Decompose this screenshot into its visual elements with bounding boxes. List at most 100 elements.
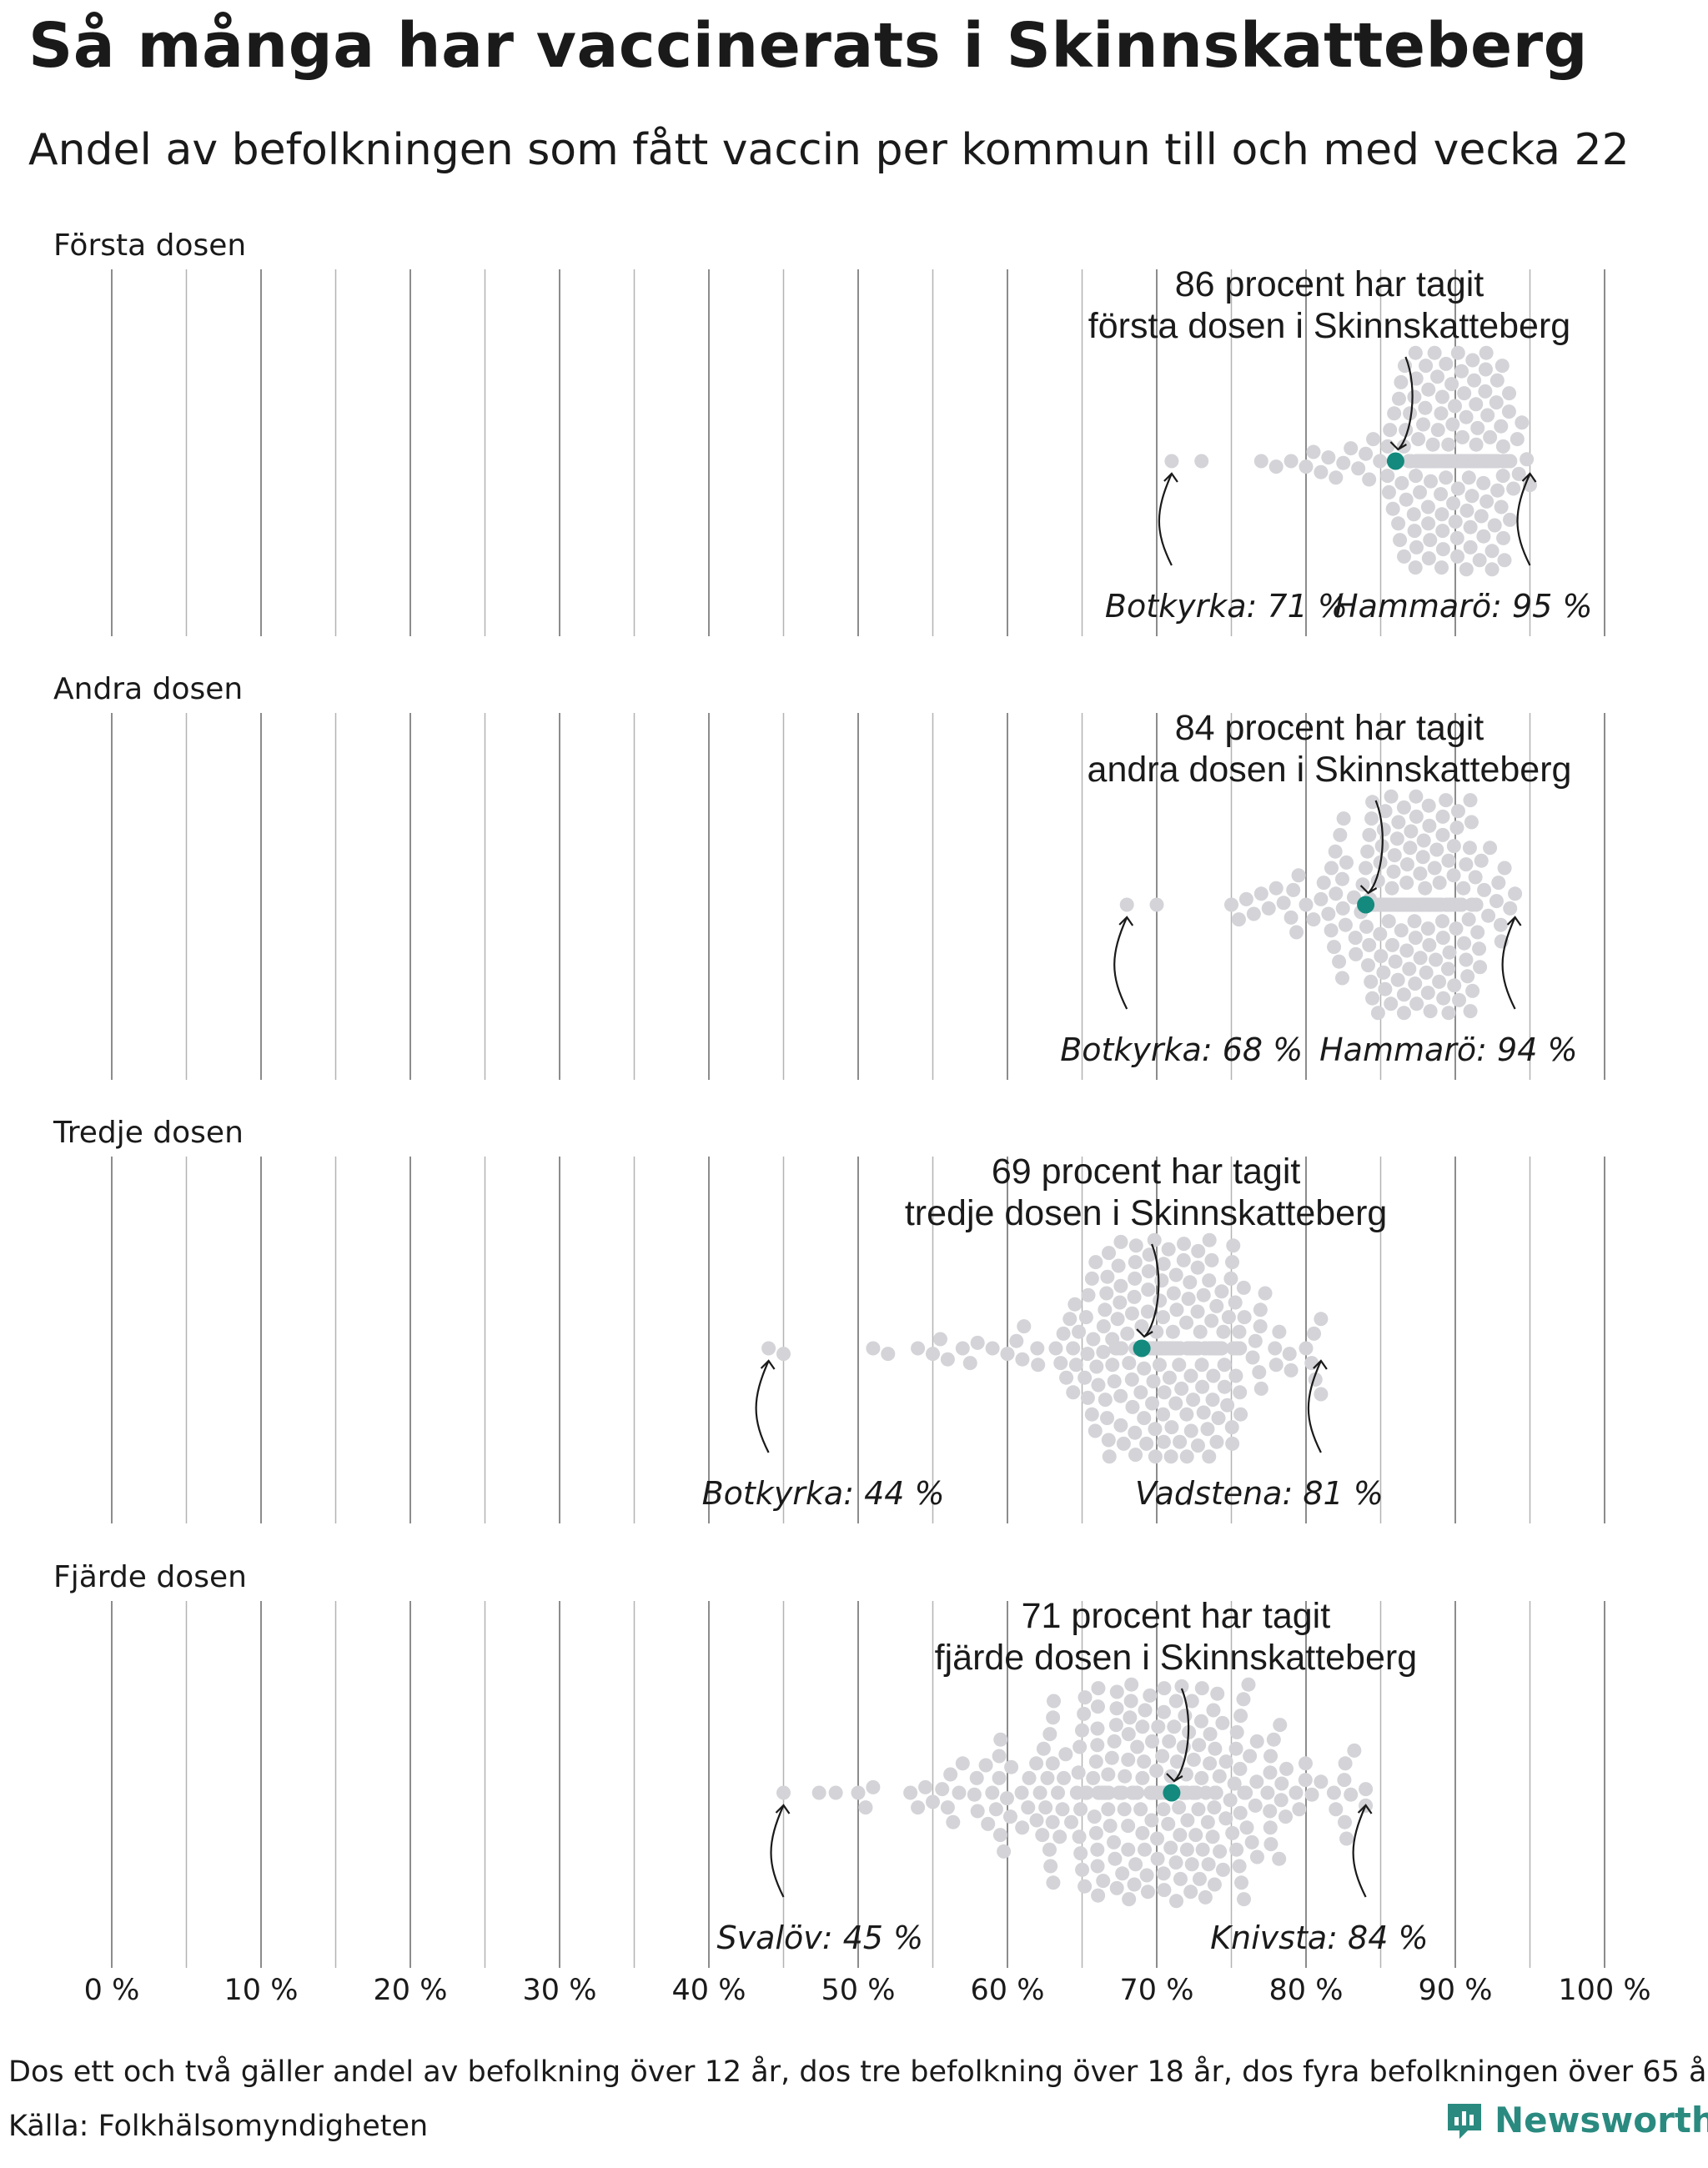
municipality-dot bbox=[1184, 1857, 1199, 1872]
source-note: Källa: Folkhälsomyndigheten bbox=[8, 2110, 429, 2143]
municipality-dot bbox=[1135, 1719, 1150, 1734]
municipality-dot bbox=[1183, 1275, 1198, 1290]
municipality-dot bbox=[1208, 1785, 1223, 1800]
municipality-dot bbox=[1362, 472, 1377, 487]
municipality-dot bbox=[1233, 1709, 1248, 1724]
municipality-dot bbox=[1138, 1703, 1153, 1718]
municipality-dot bbox=[1427, 861, 1442, 876]
municipality-dot bbox=[1113, 1418, 1128, 1433]
municipality-dot bbox=[1423, 1004, 1438, 1019]
municipality-dot bbox=[1202, 1232, 1217, 1247]
municipality-dot bbox=[1441, 437, 1456, 452]
municipality-dot bbox=[1464, 489, 1479, 504]
municipality-dot bbox=[1384, 789, 1399, 804]
municipality-dot bbox=[1432, 876, 1447, 891]
municipality-dot bbox=[1075, 1862, 1090, 1877]
municipality-dot bbox=[1292, 1802, 1307, 1817]
municipality-dot bbox=[1233, 1385, 1248, 1400]
municipality-dot bbox=[1139, 1868, 1154, 1883]
municipality-dot bbox=[1403, 406, 1418, 421]
municipality-dot bbox=[1419, 359, 1434, 374]
municipality-dot bbox=[1434, 406, 1449, 421]
municipality-dot bbox=[1087, 1809, 1102, 1824]
municipality-dot bbox=[1327, 940, 1342, 955]
municipality-dot bbox=[1328, 844, 1343, 859]
municipality-dot bbox=[1381, 914, 1396, 929]
municipality-dot bbox=[992, 1828, 1007, 1843]
municipality-dot bbox=[1461, 470, 1476, 485]
municipality-dot bbox=[1194, 1770, 1209, 1785]
municipality-dot bbox=[1314, 1774, 1329, 1789]
municipality-dot bbox=[1263, 1804, 1278, 1819]
max-label: Hammarö: 94 % bbox=[1319, 1031, 1577, 1068]
municipality-dot bbox=[1135, 1770, 1150, 1785]
municipality-dot bbox=[1138, 1842, 1153, 1857]
municipality-dot bbox=[1238, 1785, 1253, 1800]
municipality-dot bbox=[1348, 931, 1363, 946]
municipality-dot bbox=[1463, 519, 1478, 534]
municipality-dot bbox=[1496, 530, 1511, 545]
max-arrow bbox=[1516, 473, 1531, 566]
municipality-dot bbox=[993, 1732, 1008, 1747]
municipality-dot bbox=[1173, 1871, 1188, 1886]
municipality-dot bbox=[1105, 1358, 1120, 1373]
municipality-dot bbox=[1468, 870, 1483, 885]
municipality-dot bbox=[1228, 1368, 1243, 1383]
municipality-dot bbox=[1180, 1813, 1195, 1828]
municipality-dot bbox=[1474, 853, 1489, 868]
municipality-dot bbox=[1172, 1800, 1187, 1815]
municipality-dot bbox=[1145, 1396, 1160, 1411]
municipality-dot bbox=[1064, 1814, 1079, 1829]
municipality-dot bbox=[1071, 1765, 1086, 1780]
municipality-dot bbox=[1380, 439, 1395, 454]
municipality-dot bbox=[1360, 958, 1375, 973]
municipality-dot bbox=[1236, 1280, 1251, 1295]
municipality-dot bbox=[1487, 518, 1502, 533]
municipality-dot bbox=[1266, 1732, 1281, 1747]
municipality-dot bbox=[1291, 868, 1306, 883]
municipality-dot bbox=[1031, 1358, 1046, 1373]
municipality-dot bbox=[1455, 429, 1470, 444]
municipality-dot bbox=[1314, 1387, 1329, 1402]
municipality-dot bbox=[1090, 1738, 1105, 1753]
municipality-dot bbox=[1263, 1765, 1278, 1780]
min-arrow bbox=[1158, 473, 1173, 566]
municipality-dot bbox=[1119, 897, 1134, 912]
municipality-dot bbox=[1299, 897, 1314, 912]
municipality-dot bbox=[1321, 906, 1336, 921]
municipality-dot bbox=[1117, 1802, 1132, 1817]
municipality-dot bbox=[1146, 1374, 1161, 1389]
municipality-dot bbox=[1503, 901, 1518, 916]
municipality-dot bbox=[1055, 1802, 1070, 1817]
municipality-dot bbox=[1014, 1785, 1029, 1800]
municipality-dot bbox=[969, 1770, 984, 1785]
municipality-dot bbox=[1441, 853, 1456, 868]
municipality-dot bbox=[1088, 1255, 1103, 1270]
municipality-dot bbox=[1121, 1819, 1136, 1834]
municipality-dot bbox=[1338, 1756, 1353, 1771]
municipality-dot bbox=[1195, 1379, 1210, 1394]
municipality-dot bbox=[776, 1347, 791, 1362]
municipality-dot bbox=[1263, 1820, 1278, 1835]
municipality-dot bbox=[1099, 1286, 1114, 1301]
municipality-dot bbox=[1207, 1877, 1222, 1892]
max-arrow bbox=[1352, 1804, 1367, 1898]
municipality-dot bbox=[1376, 822, 1391, 837]
municipality-dot bbox=[1212, 1769, 1227, 1784]
municipality-dot bbox=[1314, 464, 1329, 479]
municipality-dot bbox=[992, 1749, 1007, 1764]
municipality-dot bbox=[1339, 855, 1354, 870]
municipality-dot bbox=[1216, 1324, 1231, 1339]
municipality-dot bbox=[1515, 415, 1530, 430]
brand-logo[interactable]: Newsworthy bbox=[1444, 2100, 1708, 2140]
municipality-dot bbox=[1324, 861, 1339, 876]
panel-label: Första dosen bbox=[53, 228, 246, 263]
municipality-dot bbox=[1035, 1828, 1050, 1843]
municipality-dot bbox=[1473, 960, 1488, 975]
municipality-dot bbox=[1090, 1721, 1105, 1736]
municipality-dot bbox=[1218, 1811, 1233, 1826]
municipality-dot bbox=[1223, 1271, 1238, 1286]
municipality-dot bbox=[1080, 1390, 1095, 1405]
municipality-dot bbox=[981, 1816, 996, 1831]
municipality-dot bbox=[1202, 1449, 1217, 1464]
